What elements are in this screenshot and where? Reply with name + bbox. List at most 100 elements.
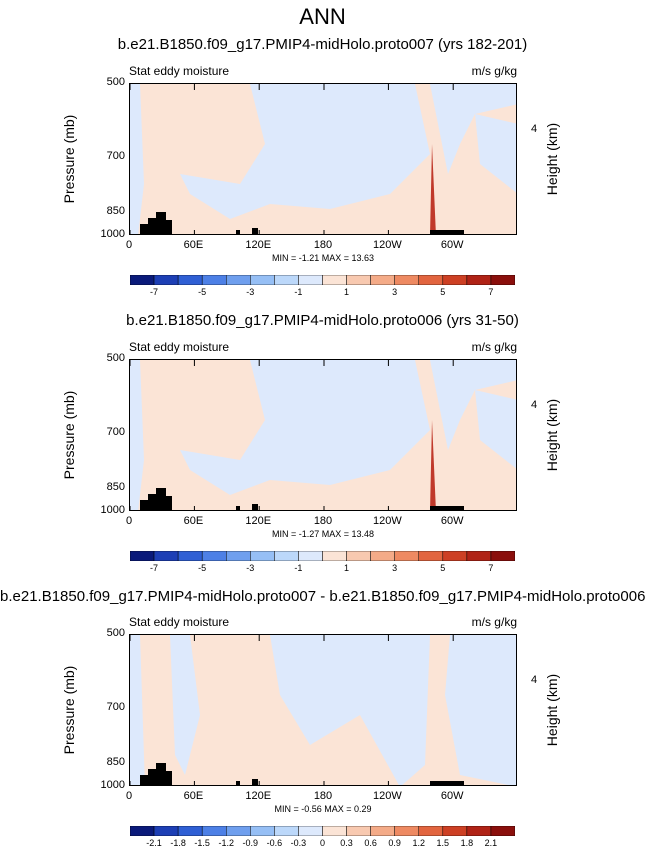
colorbar-swatch (201, 275, 227, 285)
colorbar-label: 1.5 (436, 838, 450, 848)
x-tick-label: 120W (373, 239, 402, 251)
colorbar-label: -3 (246, 287, 255, 297)
colorbar-label: -0.3 (290, 838, 307, 848)
figure-title: ANN (299, 4, 346, 29)
x-tick-label: 120E (245, 239, 272, 251)
colorbar (130, 551, 515, 561)
y-tick-label: 850 (106, 205, 125, 218)
y-axis-label: Pressure (mb) (61, 665, 77, 755)
y-axis-label: Pressure (mb) (61, 390, 77, 480)
positive-peak (430, 144, 436, 234)
x-tick-label: 120E (245, 790, 272, 802)
colorbar-swatch (466, 275, 492, 285)
colorbar-label: 0.3 (340, 838, 353, 848)
colorbar-swatch (298, 551, 323, 561)
topography-andes (430, 781, 464, 785)
colorbar-swatch (130, 826, 155, 836)
colorbar-swatch (370, 275, 395, 285)
x-tick-label: 180 (313, 790, 333, 802)
colorbar-label: -3 (246, 563, 255, 573)
colorbar-label: 1.2 (412, 838, 425, 848)
left-subtitle: Stat eddy moisture (129, 615, 230, 629)
x-tick-label: 60W (440, 790, 464, 802)
colorbar-swatch (153, 826, 179, 836)
x-tick-label: 120E (245, 515, 272, 527)
colorbar-label: 0.6 (364, 838, 377, 848)
topography-small (236, 781, 240, 785)
colorbar-swatch (370, 551, 395, 561)
x-tick-label: 120W (373, 790, 402, 802)
colorbar-label: -5 (198, 563, 207, 573)
y-tick-label: 700 (106, 701, 125, 714)
right-subtitle: m/s g/kg (471, 340, 517, 354)
colorbar-swatch (177, 826, 203, 836)
colorbar-label: 3 (392, 287, 398, 297)
negative-region (130, 84, 144, 234)
colorbar-swatch (394, 275, 419, 285)
colorbar-label: 0.9 (388, 838, 401, 848)
colorbar-swatch (274, 275, 299, 285)
right-axis-label: Height (km) (544, 398, 560, 472)
colorbar-swatch (177, 551, 203, 561)
right-subtitle: m/s g/kg (471, 615, 517, 629)
colorbar-swatch (490, 551, 515, 561)
colorbar-label: -7 (150, 563, 159, 573)
negative-region (430, 360, 516, 450)
colorbar-swatch (418, 826, 444, 836)
y-axis-label: Pressure (mb) (61, 114, 77, 204)
right-tick-label: 4 (531, 399, 538, 411)
y-tick-label: 850 (106, 481, 125, 494)
negative-region (130, 635, 145, 785)
topography-andes (430, 230, 464, 234)
negative-region (475, 390, 516, 469)
colorbar-label: 5 (440, 563, 446, 573)
colorbar-swatch (418, 275, 444, 285)
y-tick-label: 500 (106, 627, 125, 639)
colorbar-swatch (130, 551, 155, 561)
colorbar-label: -7 (150, 287, 159, 297)
colorbar-swatch (130, 275, 155, 285)
y-tick-label: 1000 (100, 779, 125, 791)
colorbar-label: -2.1 (146, 838, 162, 848)
right-axis-label: Height (km) (544, 673, 560, 747)
negative-region (180, 84, 430, 219)
colorbar-swatch (322, 275, 347, 285)
right-tick-label: 4 (531, 123, 538, 135)
topography-small (236, 230, 240, 234)
heatmap-field (130, 84, 516, 234)
min-max-label: MIN = -1.27 MAX = 13.48 (271, 529, 375, 539)
topography-asia (140, 212, 172, 234)
colorbar-swatch (226, 551, 251, 561)
x-tick-label: 60E (183, 790, 204, 802)
plot-area (129, 359, 517, 511)
colorbar-swatch (442, 275, 468, 285)
heatmap-field (130, 635, 516, 785)
colorbar-label: -1.8 (170, 838, 186, 848)
colorbar-label: 3 (392, 563, 398, 573)
colorbar-swatch (274, 551, 299, 561)
colorbar-swatch (226, 275, 251, 285)
y-tick-label: 1000 (100, 228, 125, 240)
negative-region (180, 360, 430, 495)
colorbar-label: 1 (344, 287, 350, 297)
x-tick-label: 0 (125, 515, 133, 527)
colorbar-swatch (250, 826, 275, 836)
topography-small (252, 228, 258, 234)
colorbar-swatch (466, 551, 492, 561)
colorbar-swatch (418, 551, 444, 561)
positive-peak (430, 420, 436, 510)
colorbar-label: -0.9 (242, 838, 259, 848)
x-tick-label: 180 (313, 239, 333, 251)
colorbar-swatch (394, 826, 419, 836)
colorbar-label: 5 (440, 287, 446, 297)
y-tick-label: 500 (106, 76, 125, 88)
colorbar-swatch (298, 275, 323, 285)
negative-region (430, 84, 516, 174)
y-tick-label: 700 (106, 150, 125, 163)
min-max-label: MIN = -1.21 MAX = 13.63 (271, 253, 375, 263)
y-tick-label: 850 (106, 756, 125, 769)
colorbar-swatch (153, 275, 179, 285)
colorbar (130, 275, 515, 285)
y-tick-label: 700 (106, 426, 125, 439)
colorbar-label: 7 (488, 563, 494, 573)
